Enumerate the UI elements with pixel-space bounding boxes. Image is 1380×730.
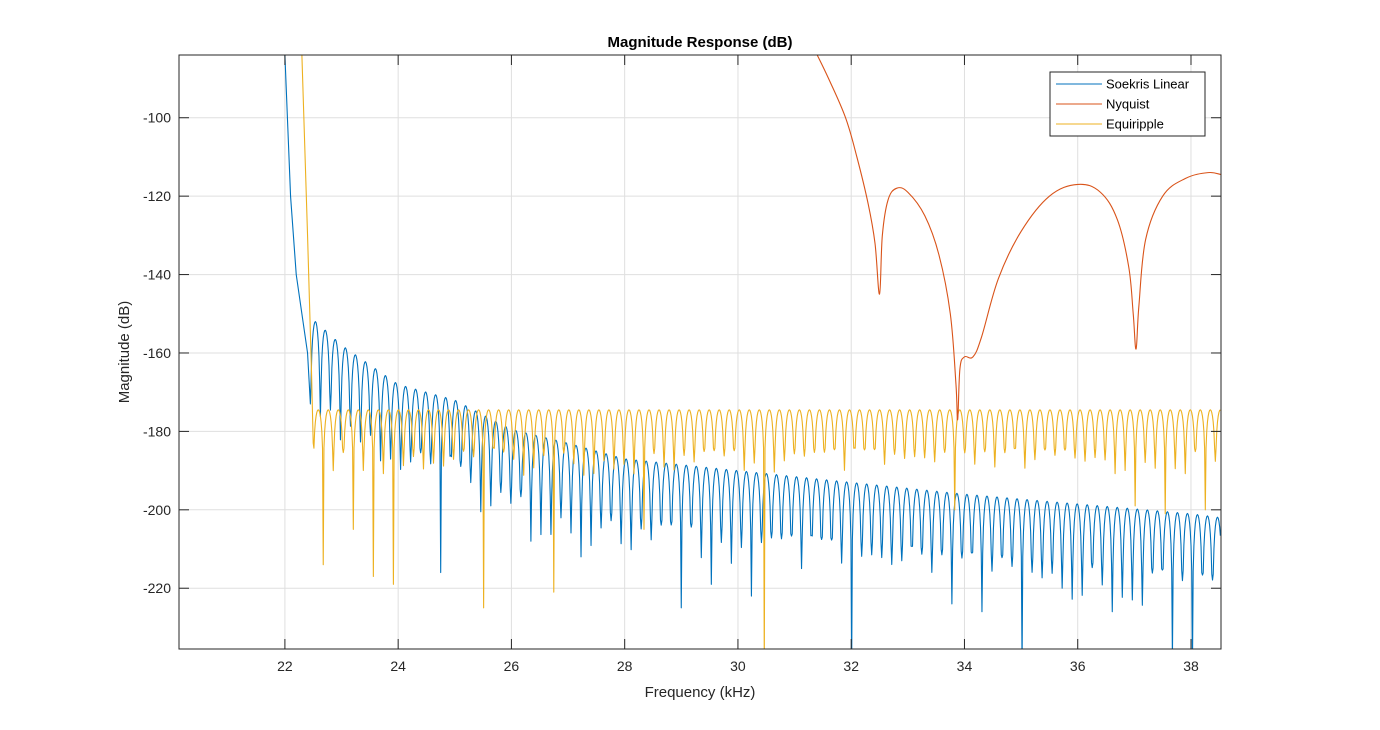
legend-label-nyquist: Nyquist: [1106, 97, 1150, 112]
x-tick-label: 28: [617, 658, 633, 674]
y-tick-label: -120: [143, 188, 171, 204]
y-axis-label: Magnitude (dB): [116, 301, 133, 404]
x-tick-labels: 22 24 26 28 30 32 34 36 38: [277, 658, 1199, 674]
y-tick-label: -220: [143, 580, 171, 596]
x-tick-label: 30: [730, 658, 746, 674]
axes-box: [178, 54, 1222, 650]
legend-item-nyquist[interactable]: Nyquist: [1056, 97, 1150, 112]
legend[interactable]: Soekris Linear Nyquist Equiripple: [1049, 71, 1206, 137]
legend-item-soekris-linear[interactable]: Soekris Linear: [1056, 77, 1190, 92]
x-axis-label: Frequency (kHz): [645, 684, 756, 701]
y-tick-labels: -220 -200 -180 -160 -140 -120 -100: [143, 110, 171, 596]
y-tick-label: -100: [143, 110, 171, 126]
x-tick-label: 36: [1070, 658, 1086, 674]
series-layer: [284, 55, 1221, 649]
x-tick-label: 32: [843, 658, 859, 674]
x-tick-label: 22: [277, 658, 293, 674]
ticks: [179, 55, 1221, 649]
chart-title: Magnitude Response (dB): [607, 34, 792, 51]
y-tick-label: -140: [143, 267, 171, 283]
legend-label-equiripple: Equiripple: [1106, 117, 1164, 132]
axes-background: [179, 55, 1221, 649]
series-line-nyquist: [816, 55, 1221, 421]
x-tick-label: 26: [504, 658, 520, 674]
series-line-equiripple: [301, 55, 1221, 649]
x-tick-label: 34: [957, 658, 973, 674]
x-tick-label: 24: [390, 658, 406, 674]
y-tick-label: -200: [143, 502, 171, 518]
legend-item-equiripple[interactable]: Equiripple: [1056, 117, 1164, 132]
y-tick-label: -160: [143, 345, 171, 361]
y-tick-label: -180: [143, 423, 171, 439]
legend-label-soekris-linear: Soekris Linear: [1106, 77, 1190, 92]
x-tick-label: 38: [1183, 658, 1199, 674]
